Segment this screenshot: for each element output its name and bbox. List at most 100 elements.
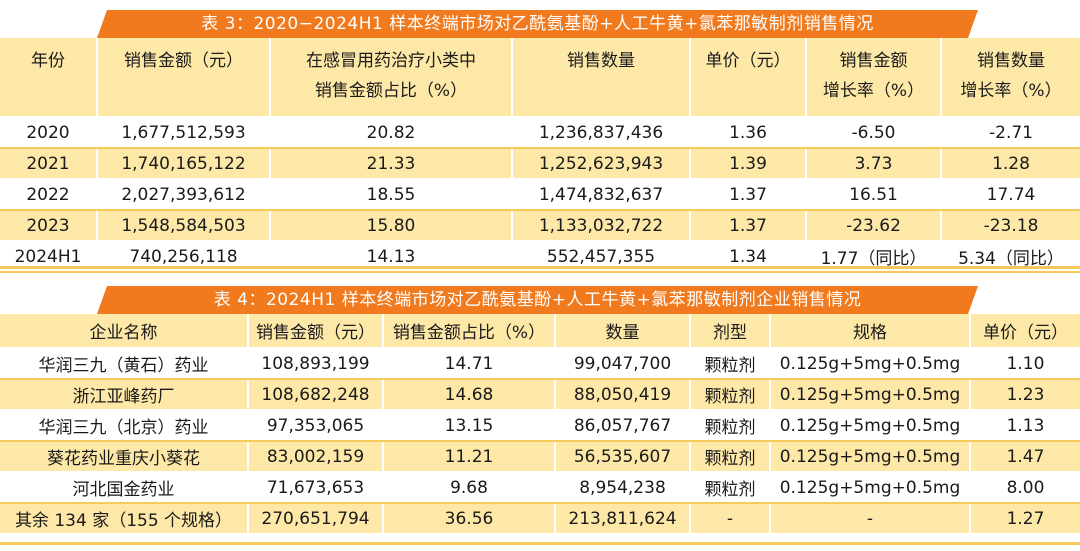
cell-unit-price: 8.00 [970,472,1080,504]
cell-unit-price: 1.27 [970,503,1080,535]
cell-dosage-form: 颗粒剂 [690,441,771,473]
cell-quantity: 213,811,624 [555,503,691,535]
cell-share: 21.33 [270,148,513,180]
table-row: 浙江亚峰药厂 108,682,248 14.68 88,050,419 颗粒剂 … [0,379,1080,411]
cell-amount-growth: -23.62 [806,210,942,242]
cell-unit-price: 1.36 [690,117,807,149]
cell-sales-amount: 108,682,248 [248,379,384,411]
table-row: 葵花药业重庆小葵花 83,002,159 11.21 56,535,607 颗粒… [0,441,1080,473]
cell-unit-price: 1.23 [970,379,1080,411]
cell-sales-amount: 270,651,794 [248,503,384,535]
table3-bottom-rule [0,266,1080,269]
cell-unit-price: 1.39 [690,148,807,180]
cell-unit-price: 1.37 [690,210,807,242]
cell-company: 华润三九（北京）药业 [0,410,249,442]
cell-specification: 0.125g+5mg+0.5mg [770,348,971,380]
header-sales-volume: 销售数量 [512,38,691,118]
cell-sales-amount: 1,677,512,593 [97,117,271,149]
cell-dosage-form: 颗粒剂 [690,472,771,504]
cell-dosage-form: - [690,503,771,535]
cell-share: 15.80 [270,210,513,242]
cell-specification: 0.125g+5mg+0.5mg [770,472,971,504]
cell-dosage-form: 颗粒剂 [690,379,771,411]
cell-share: 20.82 [270,117,513,149]
header-volume-growth: 销售数量 增长率（%） [941,38,1080,118]
header-company: 企业名称 [0,314,249,349]
header-share: 销售金额占比（%） [383,314,556,349]
cell-sales-volume: 1,252,623,943 [512,148,691,180]
cell-share: 13.15 [383,410,556,442]
header-specification: 规格 [770,314,971,349]
cell-volume-growth: -23.18 [941,210,1080,242]
cell-share: 11.21 [383,441,556,473]
table4-header-row: 企业名称 销售金额（元） 销售金额占比（%） 数量 剂型 规格 单价（元） [0,314,1080,349]
cell-quantity: 88,050,419 [555,379,691,411]
cell-year: 2020 [0,117,98,149]
cell-sales-amount: 97,353,065 [248,410,384,442]
cell-amount-growth: 16.51 [806,179,942,211]
cell-quantity: 56,535,607 [555,441,691,473]
cell-sales-amount: 2,027,393,612 [97,179,271,211]
cell-share: 14.68 [383,379,556,411]
cell-specification: 0.125g+5mg+0.5mg [770,379,971,411]
cell-year: 2023 [0,210,98,242]
table-row: 华润三九（北京）药业 97,353,065 13.15 86,057,767 颗… [0,410,1080,442]
header-unit-price: 单价（元） [970,314,1080,349]
table4-title: 表 4：2024H1 样本终端市场对乙酰氨基酚+人工牛黄+氯苯那敏制剂企业销售情… [97,286,978,314]
table-row: 2022 2,027,393,612 18.55 1,474,832,637 1… [0,179,1080,211]
cell-unit-price: 1.37 [690,179,807,211]
table4: 企业名称 销售金额（元） 销售金额占比（%） 数量 剂型 规格 单价（元） 华润… [0,314,1080,535]
header-quantity: 数量 [555,314,691,349]
table3-title: 表 3：2020−2024H1 样本终端市场对乙酰氨基酚+人工牛黄+氯苯那敏制剂… [97,10,978,38]
cell-quantity: 86,057,767 [555,410,691,442]
cell-volume-growth: 1.28 [941,148,1080,180]
table3-header-row: 年份 销售金额（元） 在感冒用药治疗小类中 销售金额占比（%） 销售数量 单价（元… [0,38,1080,118]
cell-unit-price: 1.13 [970,410,1080,442]
cell-quantity: 8,954,238 [555,472,691,504]
cell-volume-growth: 17.74 [941,179,1080,211]
cell-sales-volume: 1,133,032,722 [512,210,691,242]
header-sales-amount: 销售金额（元） [248,314,384,349]
table-row: 其余 134 家（155 个规格） 270,651,794 36.56 213,… [0,503,1080,535]
cell-sales-amount: 83,002,159 [248,441,384,473]
table-row: 2021 1,740,165,122 21.33 1,252,623,943 1… [0,148,1080,180]
cell-company: 其余 134 家（155 个规格） [0,503,249,535]
table-row: 河北国金药业 71,673,653 9.68 8,954,238 颗粒剂 0.1… [0,472,1080,504]
cell-share: 36.56 [383,503,556,535]
cell-year: 2021 [0,148,98,180]
header-sales-amount: 销售金额（元） [97,38,271,118]
table-row: 华润三九（黄石）药业 108,893,199 14.71 99,047,700 … [0,348,1080,380]
cell-company: 葵花药业重庆小葵花 [0,441,249,473]
cell-unit-price: 1.47 [970,441,1080,473]
cell-sales-volume: 1,236,837,436 [512,117,691,149]
header-year: 年份 [0,38,98,118]
cell-company: 华润三九（黄石）药业 [0,348,249,380]
cell-specification: 0.125g+5mg+0.5mg [770,441,971,473]
cell-dosage-form: 颗粒剂 [690,348,771,380]
cell-amount-growth: 3.73 [806,148,942,180]
cell-specification: - [770,503,971,535]
table4-bottom-rule [0,542,1080,545]
cell-share: 14.71 [383,348,556,380]
cell-sales-amount: 1,548,584,503 [97,210,271,242]
cell-share: 18.55 [270,179,513,211]
cell-company: 河北国金药业 [0,472,249,504]
cell-year: 2022 [0,179,98,211]
cell-unit-price: 1.10 [970,348,1080,380]
header-unit-price: 单价（元） [690,38,807,118]
header-share: 在感冒用药治疗小类中 销售金额占比（%） [270,38,513,118]
cell-dosage-form: 颗粒剂 [690,410,771,442]
cell-sales-amount: 1,740,165,122 [97,148,271,180]
table-row: 2023 1,548,584,503 15.80 1,133,032,722 1… [0,210,1080,242]
table3: 年份 销售金额（元） 在感冒用药治疗小类中 销售金额占比（%） 销售数量 单价（元… [0,38,1080,273]
table-row: 2020 1,677,512,593 20.82 1,236,837,436 1… [0,117,1080,149]
cell-specification: 0.125g+5mg+0.5mg [770,410,971,442]
header-amount-growth: 销售金额 增长率（%） [806,38,942,118]
cell-share: 9.68 [383,472,556,504]
cell-sales-volume: 1,474,832,637 [512,179,691,211]
cell-company: 浙江亚峰药厂 [0,379,249,411]
cell-amount-growth: -6.50 [806,117,942,149]
cell-sales-amount: 108,893,199 [248,348,384,380]
cell-volume-growth: -2.71 [941,117,1080,149]
